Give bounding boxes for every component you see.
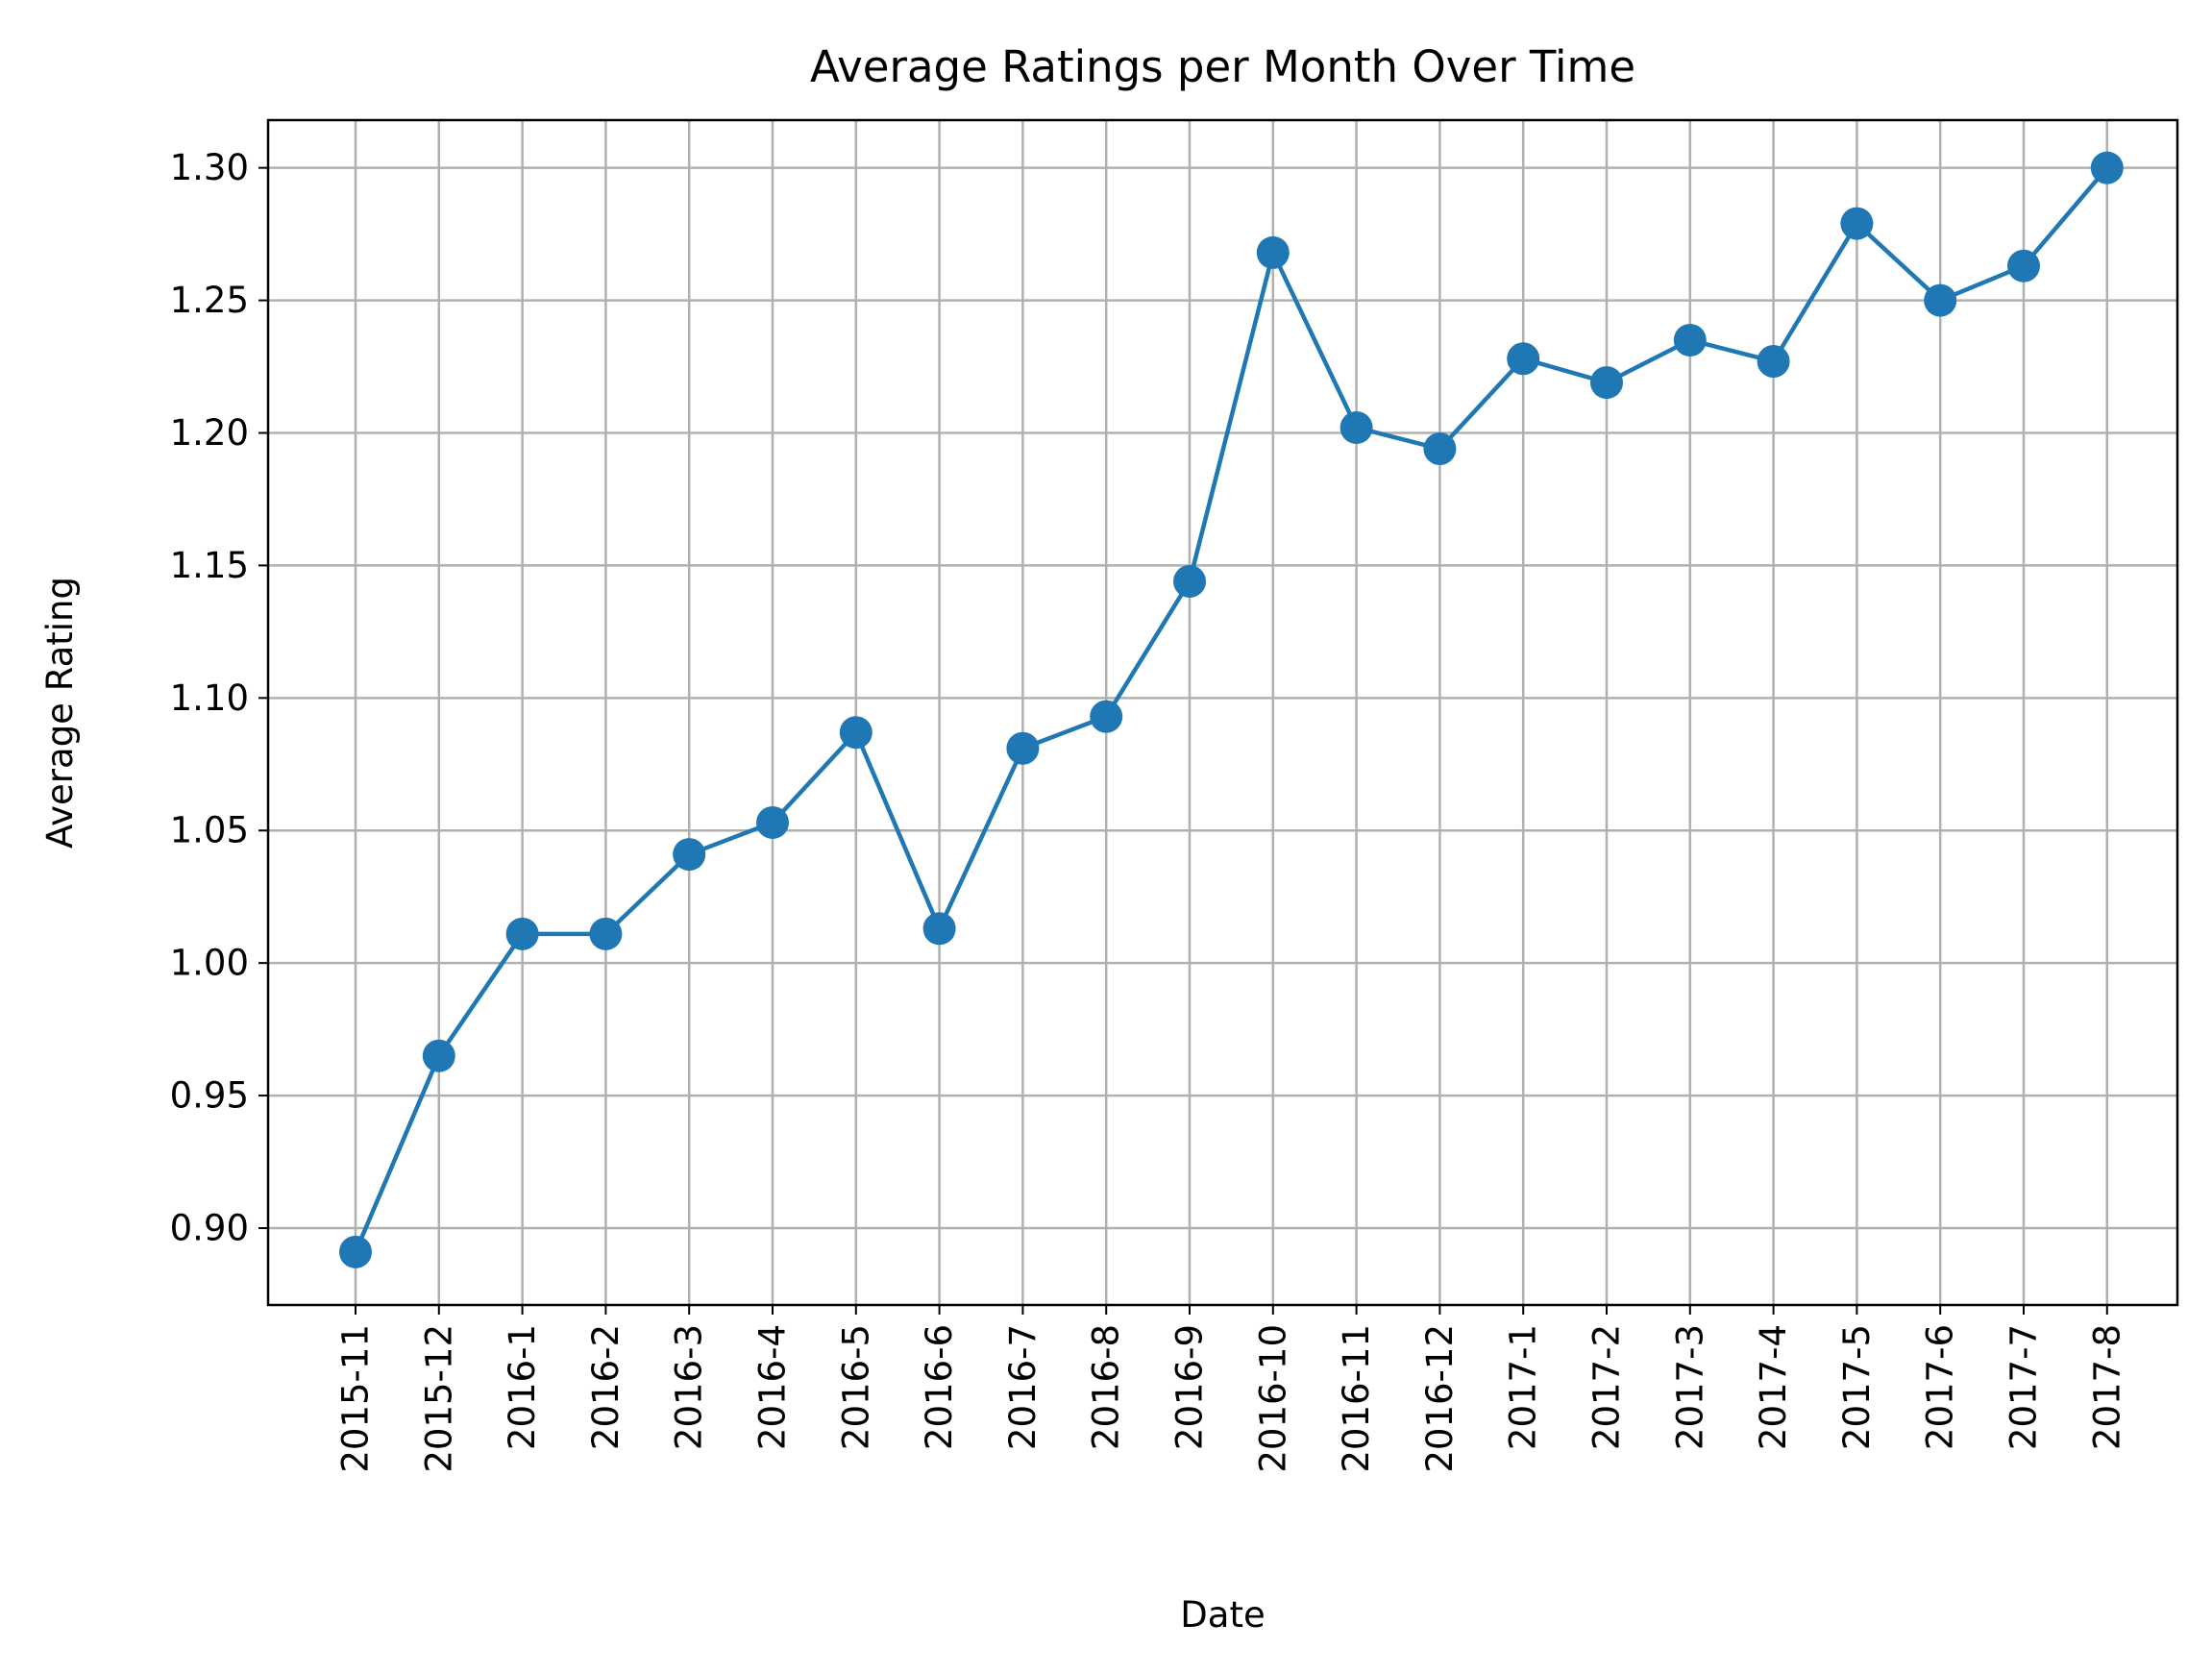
x-axis-title: Date [1180, 1594, 1265, 1636]
data-point [422, 1039, 455, 1072]
data-point [1256, 235, 1290, 269]
x-tick-label: 2016-12 [1419, 1324, 1461, 1473]
y-tick-label: 1.25 [170, 280, 249, 321]
y-tick-label: 1.10 [170, 677, 249, 719]
data-point [1590, 366, 1623, 400]
data-point [1090, 700, 1123, 733]
data-point [1673, 323, 1707, 357]
y-tick-label: 1.05 [170, 810, 249, 851]
data-point [505, 917, 539, 950]
x-tick-label: 2016-5 [835, 1324, 876, 1450]
x-tick-label: 2016-8 [1086, 1324, 1127, 1450]
data-point [1339, 410, 1373, 444]
x-tick-label: 2016-6 [919, 1324, 960, 1450]
data-point [1173, 564, 1206, 598]
data-point [589, 917, 623, 950]
data-point [2090, 151, 2124, 185]
series-line [353, 165, 2110, 1255]
y-tick-label: 0.90 [170, 1208, 249, 1249]
x-tick-label: 2016-1 [502, 1324, 543, 1450]
x-tick-label: 2017-6 [1920, 1324, 1961, 1450]
y-axis-title: Average Rating [39, 577, 81, 849]
y-tick-label: 1.20 [170, 412, 249, 454]
x-tick-label: 2016-11 [1336, 1324, 1377, 1473]
x-tick-label: 2017-4 [1753, 1324, 1794, 1450]
y-tick-label: 1.30 [170, 147, 249, 188]
grid [268, 120, 2177, 1305]
data-point [1840, 207, 1874, 240]
x-tick-label: 2017-2 [1586, 1324, 1628, 1450]
data-point [1924, 283, 1957, 317]
x-tick-label: 2017-3 [1669, 1324, 1710, 1450]
x-tick-label: 2016-9 [1169, 1324, 1211, 1450]
data-point [1507, 342, 1540, 376]
x-tick-label: 2016-2 [585, 1324, 627, 1450]
plot-frame [266, 118, 2179, 1307]
y-tick-label: 1.00 [170, 943, 249, 984]
x-tick-label: 2015-12 [418, 1324, 459, 1473]
chart-title: Average Ratings per Month Over Time [810, 41, 1635, 92]
x-tick-label: 2017-5 [1836, 1324, 1878, 1450]
data-point [673, 838, 706, 872]
x-tick-label: 2016-3 [669, 1324, 710, 1450]
x-tick-label: 2016-4 [752, 1324, 794, 1450]
x-tick-label: 2017-1 [1503, 1324, 1544, 1450]
data-point [922, 912, 956, 946]
x-tick-label: 2017-8 [2086, 1324, 2127, 1450]
data-point [2007, 249, 2040, 283]
x-tick-label: 2016-7 [1002, 1324, 1044, 1450]
x-tick-label: 2016-10 [1252, 1324, 1293, 1473]
data-point [756, 805, 789, 839]
data-point [1757, 345, 1790, 379]
data-point [1006, 731, 1040, 765]
x-tick-label: 2017-7 [2003, 1324, 2045, 1450]
y-tick-label: 0.95 [170, 1075, 249, 1117]
data-point [339, 1235, 372, 1268]
axis-ticks: 2015-11 2015-12 2016-1 2016-2 2016-3 2016-4 20… [170, 147, 2128, 1472]
x-tick-label: 2015-11 [335, 1324, 377, 1473]
data-point [839, 716, 873, 750]
series-average-rating [339, 151, 2124, 1268]
data-point [1423, 432, 1457, 466]
y-tick-label: 1.15 [170, 545, 249, 586]
